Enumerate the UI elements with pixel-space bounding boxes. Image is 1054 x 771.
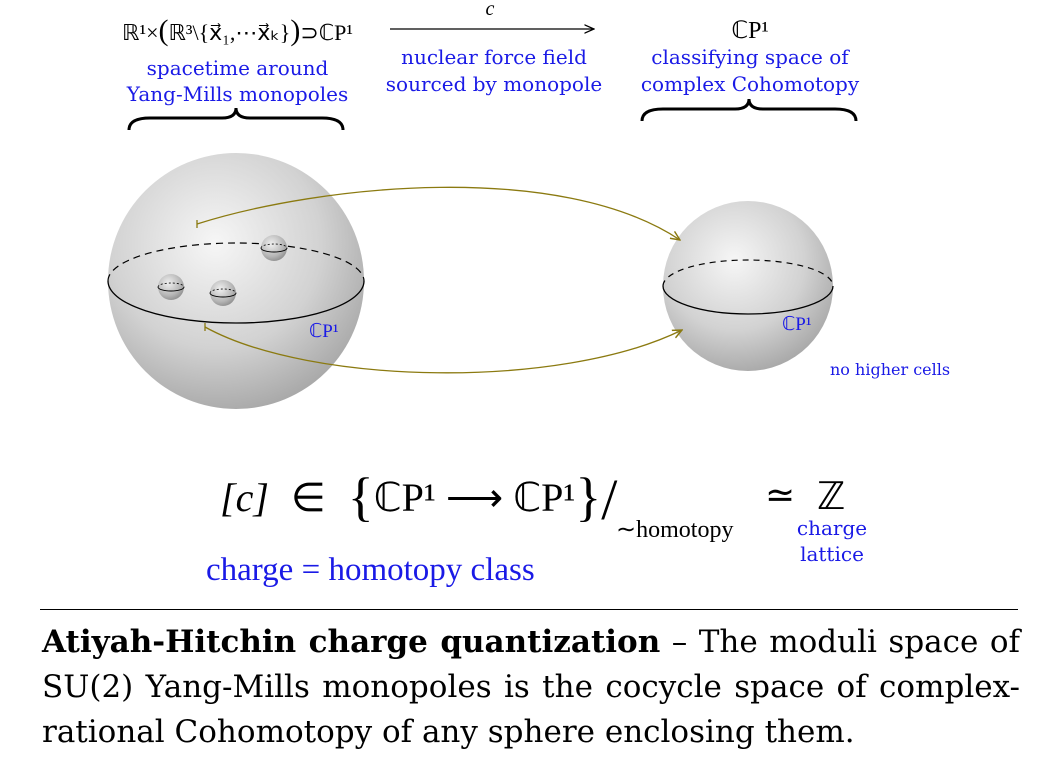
force-field-caption-2: sourced by monopole	[385, 72, 603, 96]
classifying-formula: ℂP¹	[731, 18, 769, 44]
caption-divider	[40, 609, 1018, 610]
right-brace	[640, 98, 858, 122]
left-sphere-cp1-label: ℂP¹	[309, 321, 339, 342]
caption-title: Atiyah-Hitchin charge quantization	[42, 624, 661, 660]
spacetime-formula: ℝ¹×(ℝ³\{x⃗₁,⋯x⃗ₖ})⊃ℂP¹	[122, 14, 353, 47]
eq-in: ∈	[290, 475, 326, 520]
eq-integers: ℤ	[817, 476, 846, 518]
eq-set-left: ℂP¹	[373, 475, 436, 520]
eq-simeq: ≃	[765, 475, 796, 515]
charge-homotopy-class: charge = homotopy class	[206, 552, 535, 588]
spacetime-caption-1: spacetime around	[146, 56, 329, 80]
caption-body: – The moduli space of SU(2) Yang-Mills m…	[42, 624, 1020, 750]
classifying-sphere	[662, 201, 834, 371]
monopole-3	[260, 235, 288, 261]
classifying-caption-2: complex Cohomotopy	[640, 72, 860, 96]
monopole-1	[157, 274, 185, 300]
charge-equation: [c] ∈ {ℂP¹ ⟶ ℂP¹}/	[220, 467, 618, 532]
no-higher-cells-label: no higher cells	[830, 360, 951, 379]
eq-set-arrow: ⟶	[445, 475, 504, 520]
formula-suffix: ⊃ℂP¹	[300, 20, 353, 45]
left-brace	[127, 107, 345, 131]
spacetime-caption-2: Yang-Mills monopoles	[126, 82, 349, 106]
eq-lhs: [c]	[220, 475, 269, 520]
map-arrow-lower	[204, 323, 682, 374]
eq-quotient-homotopy: ∼homotopy	[616, 517, 734, 543]
formula-inner: ℝ³\{x⃗₁,⋯x⃗ₖ}	[168, 20, 291, 45]
right-sphere-cp1-label: ℂP¹	[782, 314, 812, 335]
monopole-2	[209, 280, 237, 306]
formula-prefix: ℝ¹×	[122, 20, 159, 45]
charge-lattice-label-1: charge	[796, 516, 868, 540]
charge-lattice-label-2: lattice	[800, 542, 864, 566]
spacetime-sphere	[107, 153, 365, 409]
diagram-canvas	[107, 0, 858, 409]
map-arrow-upper	[196, 186, 680, 240]
eq-set-right: ℂP¹	[513, 475, 576, 520]
force-field-caption-1: nuclear force field	[401, 45, 587, 69]
arrow-label-c: c	[485, 0, 495, 20]
classifying-caption-1: classifying space of	[651, 45, 849, 69]
figure-caption: Atiyah-Hitchin charge quantization – The…	[42, 620, 1020, 755]
